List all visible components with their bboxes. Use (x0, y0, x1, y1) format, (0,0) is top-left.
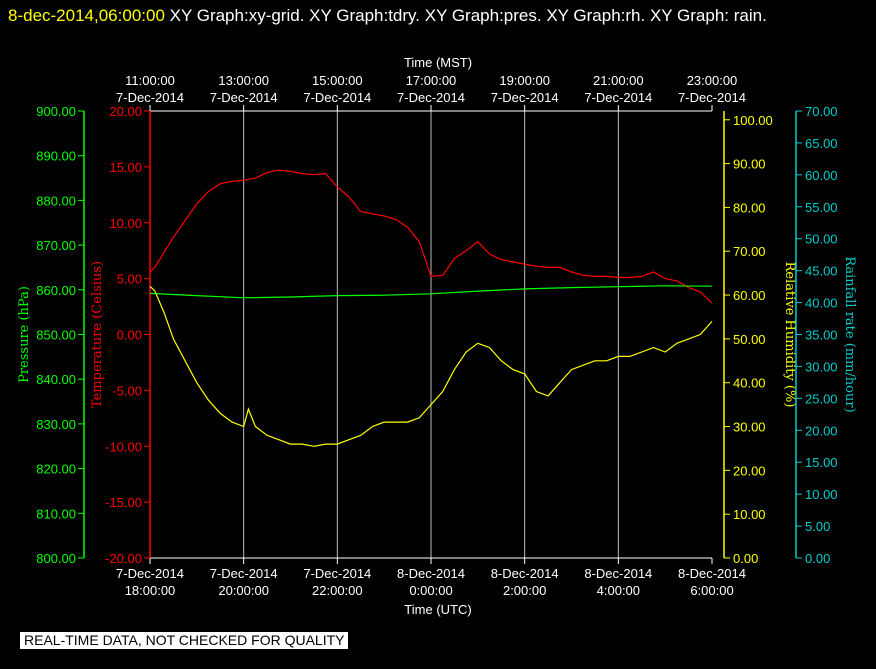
rain-tick-label: 40.00 (805, 296, 838, 311)
x-tick-label-date: 7-Dec-2014 (116, 566, 184, 581)
x-top-tick-label-date: 7-Dec-2014 (678, 90, 746, 105)
temperature-tick-label: 20.00 (109, 104, 142, 119)
temperature-tick-label: -10.00 (105, 439, 142, 454)
rain-tick-label: 55.00 (805, 200, 838, 215)
header-timestamp: 8-dec-2014,06:00:00 (8, 6, 165, 25)
rain-tick-label: 60.00 (805, 168, 838, 183)
x-tick-label-time: 2:00:00 (503, 583, 546, 598)
pressure-series-line (149, 285, 713, 299)
x-top-tick-label-date: 7-Dec-2014 (584, 90, 652, 105)
pressure-tick-label: 900.00 (36, 104, 76, 119)
x-tick-label-time: 0:00:00 (409, 583, 452, 598)
pressure-tick-label: 860.00 (36, 283, 76, 298)
x-top-tick-label-date: 7-Dec-2014 (491, 90, 559, 105)
rain-tick-label: 10.00 (805, 487, 838, 502)
x-tick-label-date: 8-Dec-2014 (397, 566, 465, 581)
rain-axis-title: Rainfall rate (mm/hour) (842, 256, 857, 412)
x-top-tick-label-time: 17:00:00 (406, 73, 457, 88)
humidity-tick-label: 30.00 (733, 420, 766, 435)
x-top-axis-title: Time (MST) (404, 55, 472, 70)
rain-tick-label: 45.00 (805, 264, 838, 279)
x-tick-label-time: 6:00:00 (690, 583, 733, 598)
rain-tick-label: 0.00 (805, 551, 830, 566)
x-top-tick-label-time: 13:00:00 (218, 73, 269, 88)
chart-header: 8-dec-2014,06:00:00 XY Graph:xy-grid. XY… (8, 2, 868, 30)
humidity-tick-label: 40.00 (733, 376, 766, 391)
pressure-tick-label: 840.00 (36, 372, 76, 387)
rain-tick-label: 25.00 (805, 391, 838, 406)
x-top-tick-label-date: 7-Dec-2014 (303, 90, 371, 105)
humidity-tick-label: 50.00 (733, 332, 766, 347)
pressure-tick-label: 870.00 (36, 238, 76, 253)
pressure-axis-title: Pressure (hPa) (17, 286, 32, 383)
pressure-tick-label: 850.00 (36, 328, 76, 343)
humidity-tick-label: 90.00 (733, 157, 766, 172)
temperature-tick-label: 0.00 (117, 328, 142, 343)
pressure-tick-label: 810.00 (36, 506, 76, 521)
rain-tick-label: 15.00 (805, 455, 838, 470)
pressure-tick-label: 880.00 (36, 193, 76, 208)
rain-tick-label: 30.00 (805, 359, 838, 374)
humidity-tick-label: 60.00 (733, 288, 766, 303)
x-tick-label-date: 8-Dec-2014 (491, 566, 559, 581)
x-axis-title: Time (UTC) (404, 602, 471, 617)
rain-tick-label: 70.00 (805, 104, 838, 119)
pressure-tick-label: 830.00 (36, 417, 76, 432)
x-tick-label-time: 4:00:00 (597, 583, 640, 598)
temperature-tick-label: -5.00 (112, 383, 142, 398)
x-tick-label-date: 7-Dec-2014 (210, 566, 278, 581)
pressure-tick-label: 820.00 (36, 462, 76, 477)
temperature-tick-label: 10.00 (109, 216, 142, 231)
humidity-tick-label: 0.00 (733, 551, 758, 566)
rain-tick-label: 50.00 (805, 232, 838, 247)
x-top-tick-label-time: 19:00:00 (499, 73, 550, 88)
x-top-tick-label-time: 23:00:00 (687, 73, 738, 88)
pressure-tick-label: 890.00 (36, 149, 76, 164)
quality-notice: REAL-TIME DATA, NOT CHECKED FOR QUALITY (20, 632, 349, 649)
x-tick-label-date: 8-Dec-2014 (584, 566, 652, 581)
humidity-series-line (149, 285, 713, 447)
rain-tick-label: 20.00 (805, 423, 838, 438)
x-top-tick-label-date: 7-Dec-2014 (116, 90, 184, 105)
rain-tick-label: 65.00 (805, 136, 838, 151)
temperature-series-line (149, 169, 713, 304)
x-top-tick-label-date: 7-Dec-2014 (210, 90, 278, 105)
x-tick-label-date: 7-Dec-2014 (303, 566, 371, 581)
x-tick-label-time: 18:00:00 (125, 583, 176, 598)
header-graph-titles: XY Graph:xy-grid. XY Graph:tdry. XY Grap… (164, 6, 767, 25)
pressure-tick-label: 800.00 (36, 551, 76, 566)
temperature-tick-label: 5.00 (117, 272, 142, 287)
temperature-tick-label: 15.00 (109, 160, 142, 175)
x-top-tick-label-time: 15:00:00 (312, 73, 363, 88)
humidity-axis-title: Relative Humidity (%) (782, 262, 797, 408)
humidity-tick-label: 80.00 (733, 200, 766, 215)
temperature-tick-label: -20.00 (105, 551, 142, 566)
x-top-tick-label-time: 11:00:00 (125, 73, 175, 88)
temperature-axis-title: Temperature (Celsius) (90, 261, 105, 408)
x-tick-label-time: 22:00:00 (312, 583, 363, 598)
x-top-tick-label-time: 21:00:00 (593, 73, 644, 88)
x-tick-label-time: 20:00:00 (218, 583, 269, 598)
rain-tick-label: 5.00 (805, 519, 830, 534)
humidity-tick-label: 100.00 (733, 113, 773, 128)
x-top-tick-label-date: 7-Dec-2014 (397, 90, 465, 105)
temperature-tick-label: -15.00 (105, 495, 142, 510)
humidity-tick-label: 20.00 (733, 463, 766, 478)
rain-tick-label: 35.00 (805, 328, 838, 343)
x-tick-label-date: 8-Dec-2014 (678, 566, 746, 581)
humidity-tick-label: 70.00 (733, 244, 766, 259)
humidity-tick-label: 10.00 (733, 507, 766, 522)
